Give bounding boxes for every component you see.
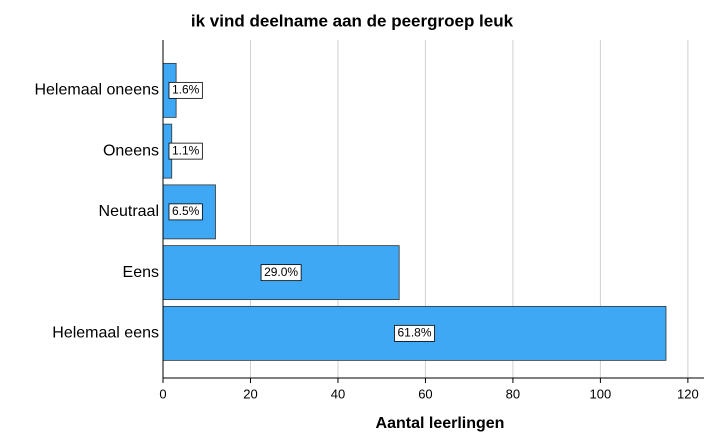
data-label-box: [394, 324, 435, 342]
x-tick-label: 60: [418, 386, 432, 401]
data-label: 61.8%: [397, 326, 431, 340]
x-tick-label: 100: [590, 386, 612, 401]
data-label-box: [260, 264, 302, 282]
x-tick-label: 20: [243, 386, 257, 401]
y-tick-label: Helemaal oneens: [34, 82, 159, 99]
data-label-box: [168, 81, 203, 99]
data-label-box: [168, 142, 203, 160]
x-axis-title: Aantal leerlingen: [376, 415, 505, 432]
data-label: 29.0%: [264, 265, 298, 279]
data-label: 1.6%: [172, 83, 200, 97]
x-tick-label: 40: [331, 386, 345, 401]
y-tick-label: Eens: [123, 264, 159, 281]
y-tick-label: Helemaal eens: [52, 325, 159, 342]
data-label-box: [168, 203, 203, 221]
y-tick-label: Neutraal: [99, 203, 159, 220]
y-tick-label: Oneens: [103, 142, 159, 159]
x-tick-label: 120: [677, 386, 699, 401]
x-tick-label: 0: [159, 386, 166, 401]
data-label: 1.1%: [172, 143, 200, 157]
chart-title: ik vind deelname aan de peergroep leuk: [191, 11, 514, 30]
data-label: 6.5%: [172, 204, 200, 218]
x-tick-label: 80: [506, 386, 520, 401]
